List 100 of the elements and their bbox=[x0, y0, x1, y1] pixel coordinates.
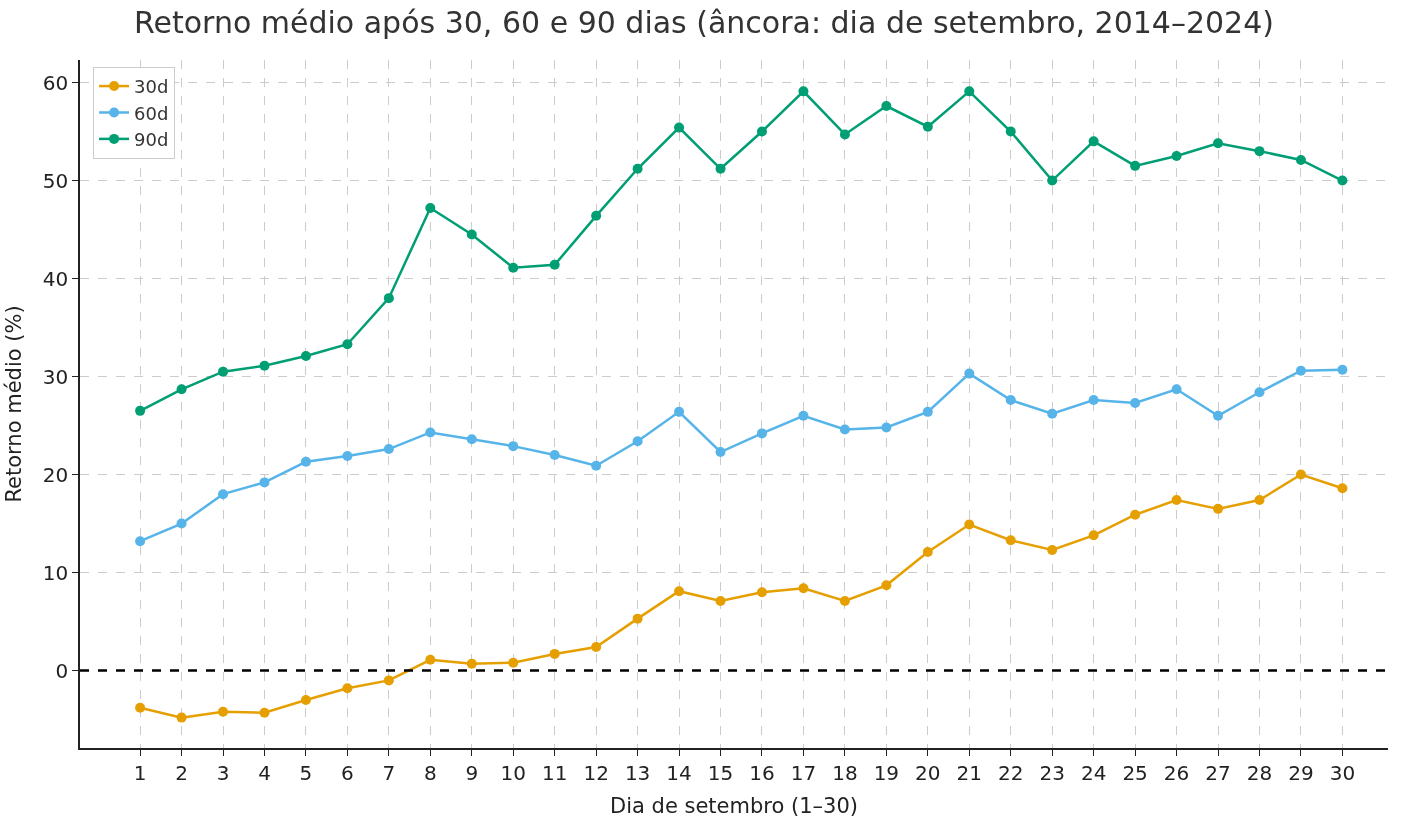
point bbox=[1047, 175, 1058, 186]
point bbox=[259, 477, 270, 488]
point bbox=[674, 122, 685, 133]
point bbox=[300, 694, 311, 705]
y-tick-label: 50 bbox=[42, 168, 69, 193]
point bbox=[1130, 509, 1141, 520]
x-tick-label: 1 bbox=[133, 760, 147, 785]
point bbox=[425, 654, 436, 665]
x-tick-label: 10 bbox=[500, 760, 526, 785]
point bbox=[1337, 175, 1348, 186]
point bbox=[508, 657, 519, 668]
x-tick-label: 16 bbox=[749, 760, 775, 785]
point bbox=[342, 450, 353, 461]
point bbox=[218, 366, 229, 377]
x-tick-label: 7 bbox=[382, 760, 396, 785]
point bbox=[218, 489, 229, 500]
point bbox=[383, 675, 394, 686]
y-tick-label: 60 bbox=[42, 70, 69, 95]
y-tick-label: 30 bbox=[42, 364, 69, 389]
x-tick-label: 27 bbox=[1205, 760, 1231, 785]
point bbox=[881, 422, 892, 433]
x-tick-label: 22 bbox=[998, 760, 1024, 785]
point bbox=[1171, 384, 1182, 395]
point bbox=[549, 648, 560, 659]
point bbox=[964, 86, 975, 97]
point bbox=[466, 229, 477, 240]
x-tick-label: 18 bbox=[832, 760, 858, 785]
point bbox=[466, 434, 477, 445]
point bbox=[549, 259, 560, 270]
x-tick-label: 12 bbox=[583, 760, 609, 785]
legend-label: 90d bbox=[134, 128, 169, 150]
point bbox=[1337, 364, 1348, 375]
point bbox=[1171, 495, 1182, 506]
x-tick-label: 11 bbox=[541, 760, 568, 785]
point bbox=[135, 536, 146, 547]
point bbox=[508, 441, 519, 452]
point bbox=[383, 444, 394, 455]
x-tick-label: 13 bbox=[624, 760, 651, 785]
point bbox=[300, 350, 311, 361]
point bbox=[1130, 160, 1141, 171]
point bbox=[1171, 151, 1182, 162]
point bbox=[839, 595, 850, 606]
x-tick-label: 28 bbox=[1246, 760, 1273, 785]
point bbox=[176, 384, 187, 395]
x-tick-label: 8 bbox=[423, 760, 437, 785]
point bbox=[798, 86, 809, 97]
point bbox=[756, 428, 767, 439]
x-tick-label: 5 bbox=[299, 760, 313, 785]
point bbox=[1088, 395, 1099, 406]
point bbox=[342, 683, 353, 694]
y-tick-label: 40 bbox=[42, 266, 69, 291]
x-tick-label: 15 bbox=[707, 760, 734, 785]
point bbox=[1213, 410, 1224, 421]
x-tick-label: 21 bbox=[956, 760, 982, 785]
x-axis-title: Dia de setembro (1–30) bbox=[610, 794, 858, 819]
chart-title: Retorno médio após 30, 60 e 90 dias (âncora: dia de setembro, 2014–2024) bbox=[134, 5, 1274, 41]
point bbox=[798, 583, 809, 594]
point bbox=[508, 262, 519, 273]
legend-label: 30d bbox=[134, 76, 169, 98]
x-tick-label: 3 bbox=[216, 760, 230, 785]
point bbox=[466, 658, 477, 669]
x-tick-label: 2 bbox=[175, 760, 188, 785]
point bbox=[674, 586, 685, 597]
point bbox=[839, 424, 850, 435]
point bbox=[1213, 503, 1224, 514]
point bbox=[798, 410, 809, 421]
point bbox=[218, 706, 229, 717]
point bbox=[1254, 387, 1265, 398]
point bbox=[383, 293, 394, 304]
y-tick-label: 0 bbox=[55, 658, 69, 683]
point bbox=[1047, 408, 1058, 419]
point bbox=[922, 546, 933, 557]
point bbox=[881, 101, 892, 112]
x-tick-label: 20 bbox=[915, 760, 941, 785]
point bbox=[1088, 136, 1099, 147]
point bbox=[1005, 126, 1016, 137]
point bbox=[1047, 545, 1058, 556]
point bbox=[300, 456, 311, 467]
point bbox=[1295, 154, 1306, 165]
x-tick-label: 19 bbox=[873, 760, 900, 785]
point bbox=[176, 518, 187, 529]
point bbox=[1088, 530, 1099, 541]
y-tick-label: 10 bbox=[42, 560, 69, 585]
point bbox=[964, 519, 975, 530]
point bbox=[1005, 535, 1016, 546]
point bbox=[1254, 146, 1265, 157]
point bbox=[135, 405, 146, 416]
point bbox=[756, 126, 767, 137]
point bbox=[1337, 483, 1348, 494]
point bbox=[964, 368, 975, 379]
x-tick-label: 6 bbox=[341, 760, 354, 785]
point bbox=[632, 163, 643, 174]
point bbox=[632, 436, 643, 447]
x-tick-label: 4 bbox=[258, 760, 271, 785]
legend-label: 60d bbox=[134, 102, 169, 124]
point bbox=[176, 712, 187, 723]
point bbox=[259, 360, 270, 371]
point bbox=[1295, 469, 1306, 480]
point bbox=[1130, 398, 1141, 409]
y-axis-title: Retorno médio (%) bbox=[2, 305, 27, 503]
